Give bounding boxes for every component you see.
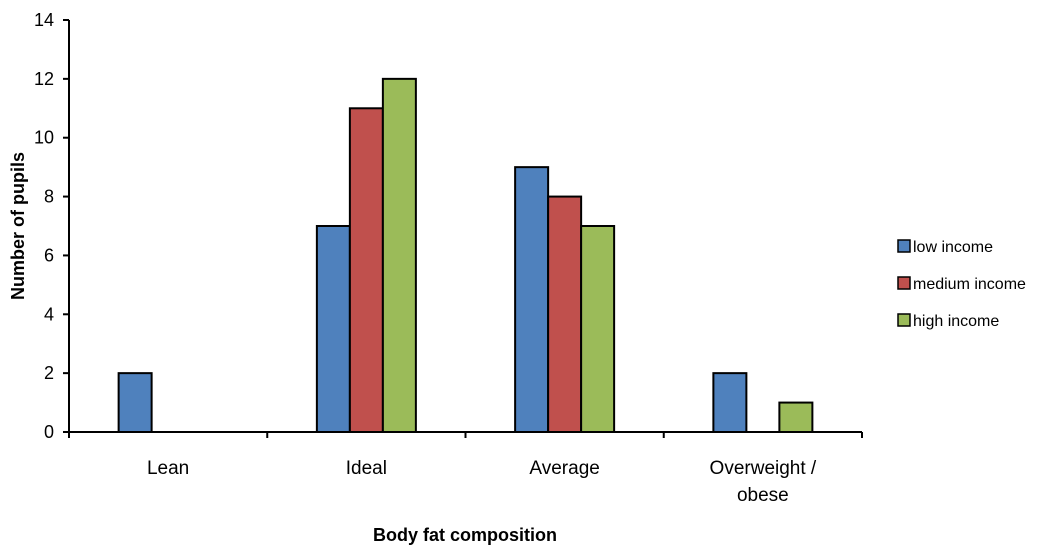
legend-swatch-medium-income bbox=[897, 276, 911, 290]
y-axis-title: Number of pupils bbox=[8, 152, 28, 300]
bar-high-income-3 bbox=[778, 401, 814, 434]
labels: 0 2 4 6 8 10 12 14 Lean Ideal Average Overweight / o… bbox=[8, 10, 817, 545]
x-tick-label: Average bbox=[529, 458, 599, 479]
x-tick-label: Overweight / obese bbox=[710, 458, 817, 506]
y-tick-label: 14 bbox=[34, 10, 54, 30]
y-tick-label: 2 bbox=[44, 363, 54, 383]
legend-swatch-high-income bbox=[897, 313, 911, 327]
legend-label-low-income: low income bbox=[913, 239, 993, 256]
bar-low-income-0 bbox=[117, 372, 153, 433]
bar-high-income-1 bbox=[381, 77, 417, 433]
bar-medium-income-2 bbox=[547, 195, 583, 433]
bar-low-income-2 bbox=[514, 166, 550, 433]
bar-low-income-1 bbox=[315, 225, 351, 433]
bar-medium-income-1 bbox=[348, 107, 384, 434]
legend-swatch-low-income bbox=[897, 239, 911, 253]
x-axis-title: Body fat composition bbox=[373, 525, 557, 545]
bar-low-income-3 bbox=[712, 372, 748, 433]
y-tick-label: 0 bbox=[44, 422, 54, 442]
legend-label-high-income: high income bbox=[913, 313, 999, 330]
bar-high-income-2 bbox=[580, 225, 616, 433]
legend: low income medium income high income bbox=[897, 239, 1026, 330]
y-tick-label: 10 bbox=[34, 128, 54, 148]
legend-label-medium-income: medium income bbox=[913, 276, 1026, 293]
y-tick-label: 12 bbox=[34, 69, 54, 89]
y-tick-label: 8 bbox=[44, 187, 54, 207]
y-tick-label: 6 bbox=[44, 245, 54, 265]
bars bbox=[117, 77, 814, 434]
x-tick-label: Ideal bbox=[346, 458, 387, 479]
x-tick-label: Lean bbox=[147, 458, 189, 479]
y-tick-label: 4 bbox=[44, 304, 54, 324]
